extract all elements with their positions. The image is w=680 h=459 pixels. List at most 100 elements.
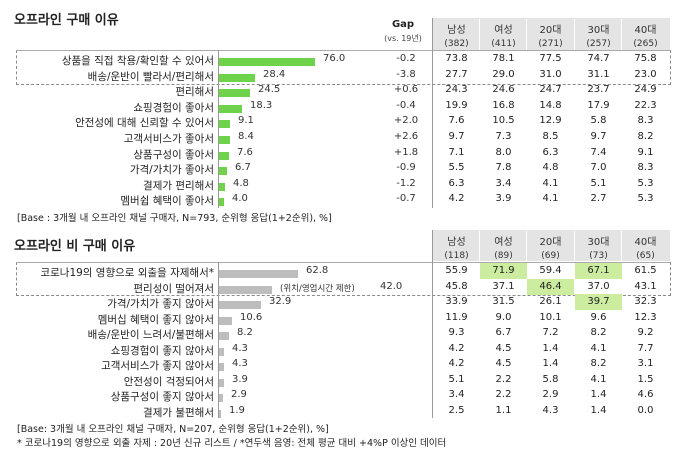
bar-value-label: 4.8 — [233, 177, 249, 189]
table-cell: 3.4 — [448, 389, 465, 400]
table-cell: 78.1 — [492, 53, 515, 64]
table-cell: 9.0 — [495, 311, 512, 323]
table-cell: 14.8 — [539, 99, 562, 111]
table-cell: 7.2 — [542, 327, 559, 338]
table-cell: 3.4 — [495, 177, 512, 189]
column-header: 30대 — [587, 25, 610, 36]
category-text: 쇼핑경험이 좋지 않아서 — [110, 344, 214, 357]
table-cell: 67.1 — [575, 263, 622, 279]
column-divider — [526, 231, 527, 263]
table-cell: 8.2 — [590, 327, 607, 338]
column-divider — [621, 19, 622, 51]
category-label: 가격/가치가 좋아서 — [14, 162, 214, 177]
table-cell: 4.2 — [448, 342, 465, 354]
table-cell: 10.5 — [492, 115, 515, 127]
table-cell: 9.3 — [448, 327, 465, 338]
bar — [219, 136, 230, 144]
category-label: 고객서비스가 좋아서 — [14, 131, 214, 146]
table-cell: 9.2 — [637, 327, 654, 338]
table-cell: 1.4 — [590, 404, 607, 416]
table-cell: 17.9 — [587, 99, 610, 111]
table-cell: 9.7 — [448, 131, 465, 142]
category-text: 가격/가치가 좋아서 — [129, 164, 214, 177]
table-cell: 43.1 — [634, 280, 657, 292]
table-cell: 8.2 — [590, 358, 607, 369]
table-cell: 7.8 — [495, 162, 512, 174]
category-text: 편리성이 떨어져서 — [133, 282, 214, 295]
column-header: 40대 — [634, 25, 657, 36]
bar — [219, 332, 229, 340]
bar — [219, 182, 225, 191]
table-cell: 4.8 — [542, 162, 559, 174]
table-cell: 9.6 — [590, 311, 607, 323]
bar-value-label: 62.8 — [306, 265, 329, 276]
category-text: 멤버십 혜택이 좋지 않아서 — [97, 313, 214, 326]
table-cell: 23.7 — [587, 84, 610, 96]
column-divider — [479, 19, 480, 51]
table-cell: 24.3 — [445, 84, 468, 96]
table-cell: 1.5 — [637, 373, 654, 385]
column-divider — [479, 231, 480, 263]
bar-value-label: 28.4 — [263, 68, 286, 80]
column-header: 20대 — [539, 237, 562, 248]
category-text: 안전성이 걱정되어서 — [123, 375, 214, 388]
bar-value-label: 3.9 — [232, 373, 248, 385]
section1-gap-divider — [432, 18, 433, 208]
table-cell: 0.0 — [637, 404, 654, 416]
bar-value-label: 8.2 — [237, 327, 253, 338]
column-header: 남성 — [447, 25, 466, 36]
table-cell: 37.1 — [492, 280, 515, 292]
bar — [219, 73, 255, 82]
table-cell: 5.3 — [637, 193, 654, 205]
bar-value-label: 42.0 — [380, 280, 403, 292]
table-cell: 4.2 — [448, 193, 465, 205]
table-cell: 27.7 — [445, 68, 468, 80]
section1-header-shade — [432, 18, 670, 50]
column-header: 여성 — [494, 237, 513, 248]
table-cell: 61.5 — [634, 265, 657, 276]
category-text: 고객서비스가 좋아서 — [123, 133, 214, 145]
table-cell: 7.3 — [495, 131, 512, 142]
table-cell: 7.4 — [590, 146, 607, 158]
table-cell: 23.0 — [634, 68, 657, 80]
bar-value-label: 1.9 — [229, 404, 245, 416]
column-header: 남성 — [447, 237, 466, 248]
gap-value: -0.2 — [396, 53, 416, 64]
section2-header-shade — [432, 230, 670, 261]
table-cell: 74.7 — [587, 53, 610, 64]
table-cell: 4.1 — [590, 373, 607, 385]
table-cell: 12.9 — [539, 115, 562, 127]
column-base: (89) — [494, 251, 513, 261]
column-divider — [526, 19, 527, 51]
section1-footnote: [Base : 3개월 내 오프라인 채널 구매자, N=793, 순위형 응답… — [17, 213, 332, 224]
table-cell: 4.6 — [637, 389, 654, 400]
column-base: (271) — [538, 39, 563, 49]
table-cell: 1.4 — [542, 342, 559, 354]
table-cell: 7.6 — [448, 115, 465, 127]
bar — [219, 316, 232, 325]
column-base: (65) — [636, 251, 655, 261]
table-cell: 8.2 — [637, 131, 654, 142]
bar — [219, 301, 261, 309]
section2-axis-line — [218, 262, 219, 418]
column-header: 40대 — [634, 237, 657, 248]
bar — [219, 394, 223, 402]
category-text: 결제가 불편해서 — [143, 406, 214, 419]
category-label: 멤버십 혜택이 좋지 않아서 — [14, 312, 214, 327]
table-cell: 1.4 — [590, 389, 607, 400]
table-cell: 71.9 — [480, 263, 527, 279]
gap-value: -0.9 — [396, 162, 416, 174]
category-text: 안전성에 대해 신뢰할 수 있어서 — [75, 117, 214, 130]
category-text: 코로나19의 영향으로 외출을 자제해서 — [40, 267, 209, 279]
table-cell: 7.7 — [637, 342, 654, 354]
category-text: 결제가 편리해서 — [143, 179, 214, 192]
category-label: 상품구성이 좋아서 — [14, 147, 214, 162]
table-cell: 24.9 — [634, 84, 657, 96]
table-cell: 4.2 — [448, 358, 465, 369]
table-cell: 5.1 — [590, 177, 607, 189]
table-cell: 12.3 — [634, 311, 657, 323]
table-cell: 10.1 — [539, 311, 562, 323]
category-label: 안전성이 걱정되어서 — [14, 374, 214, 389]
section2-table-divider — [432, 230, 433, 418]
column-base: (382) — [444, 39, 469, 49]
